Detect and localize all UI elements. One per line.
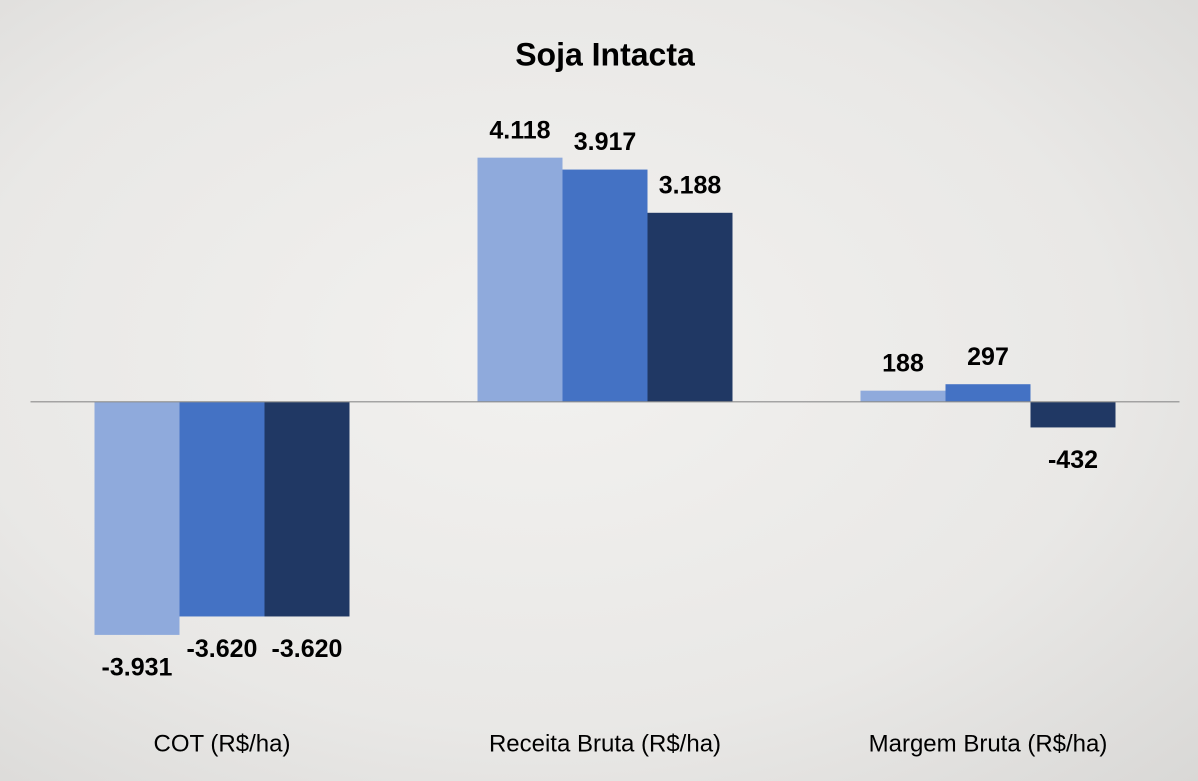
data-label: 3.188 <box>659 171 722 199</box>
data-label: 297 <box>967 343 1009 371</box>
data-label: -3.620 <box>272 635 343 663</box>
data-label: 3.917 <box>574 128 637 156</box>
bar <box>1030 401 1116 428</box>
bar <box>945 384 1031 402</box>
bar <box>477 157 563 402</box>
data-label: -432 <box>1048 446 1098 474</box>
x-tick-label: Receita Bruta (R$/ha) <box>489 730 721 757</box>
data-label: 4.118 <box>489 116 550 144</box>
x-tick-label: Margem Bruta (R$/ha) <box>869 730 1108 757</box>
data-label: 188 <box>882 349 924 377</box>
data-label: -3.620 <box>187 635 258 663</box>
chart-title: Soja Intacta <box>515 36 695 72</box>
bar <box>562 169 648 402</box>
bar <box>94 401 180 635</box>
bar <box>647 212 733 402</box>
bar <box>179 401 265 617</box>
x-tick-label: COT (R$/ha) <box>154 730 291 757</box>
data-label: -3.931 <box>102 654 173 682</box>
bar <box>264 401 350 617</box>
bar <box>860 390 946 402</box>
